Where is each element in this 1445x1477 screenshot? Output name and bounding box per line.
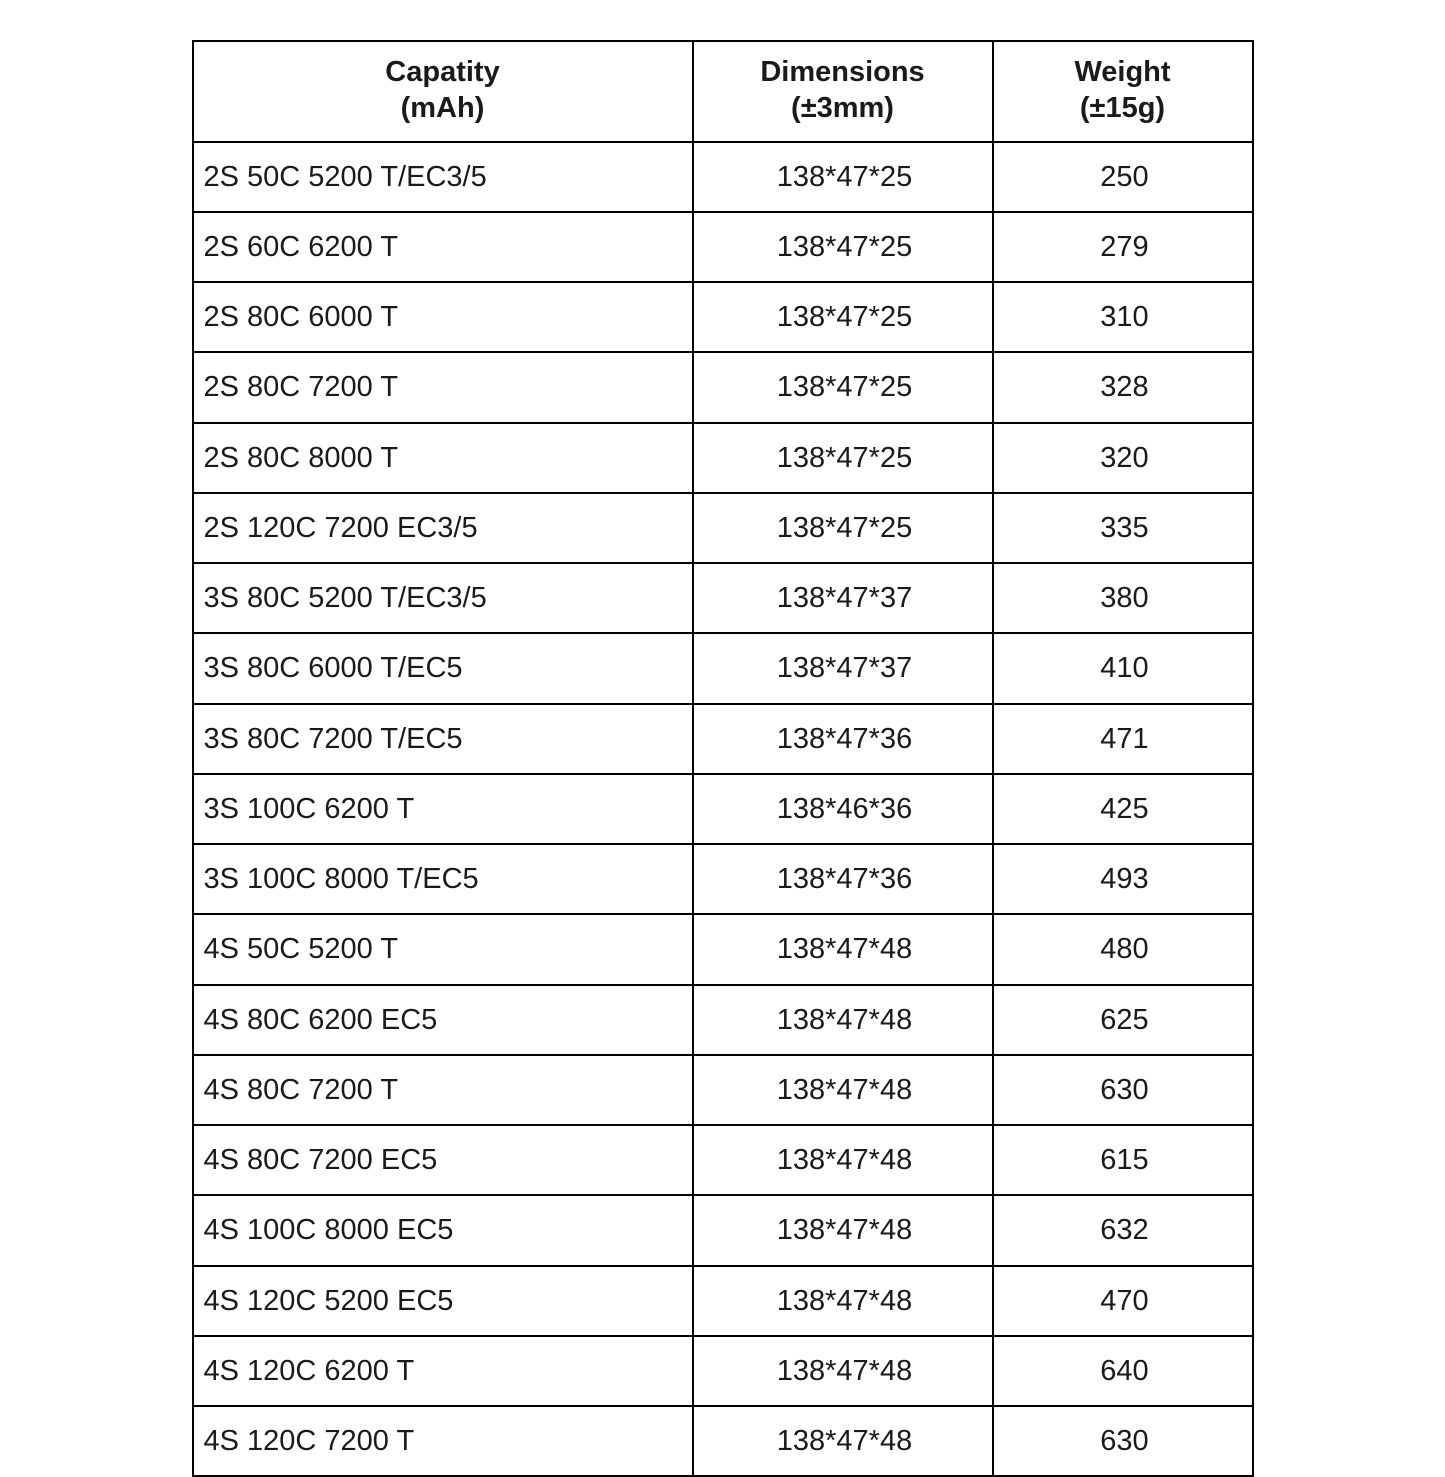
cell-dimensions: 138*47*48: [693, 1055, 993, 1125]
table-header-row: Capatity (mAh) Dimensions (±3mm) Weight …: [193, 41, 1253, 142]
table-row: 3S 80C 6000 T/EC5138*47*37410: [193, 633, 1253, 703]
table-row: 4S 80C 7200 EC5138*47*48615: [193, 1125, 1253, 1195]
cell-dimensions: 138*47*48: [693, 1125, 993, 1195]
table-row: 2S 120C 7200 EC3/5138*47*25335: [193, 493, 1253, 563]
cell-weight: 380: [993, 563, 1253, 633]
cell-dimensions: 138*47*25: [693, 352, 993, 422]
cell-weight: 480: [993, 914, 1253, 984]
cell-dimensions: 138*46*36: [693, 774, 993, 844]
cell-capacity: 3S 100C 8000 T/EC5: [193, 844, 693, 914]
cell-dimensions: 138*47*48: [693, 985, 993, 1055]
cell-capacity: 4S 120C 5200 EC5: [193, 1266, 693, 1336]
col-header-dimensions-line1: Dimensions: [700, 54, 986, 90]
table-row: 4S 100C 8000 EC5138*47*48632: [193, 1195, 1253, 1265]
col-header-weight-line1: Weight: [1000, 54, 1246, 90]
cell-dimensions: 138*47*48: [693, 1266, 993, 1336]
cell-weight: 615: [993, 1125, 1253, 1195]
cell-capacity: 4S 80C 7200 EC5: [193, 1125, 693, 1195]
cell-weight: 493: [993, 844, 1253, 914]
cell-weight: 471: [993, 704, 1253, 774]
cell-capacity: 4S 80C 6200 EC5: [193, 985, 693, 1055]
cell-weight: 425: [993, 774, 1253, 844]
table-row: 3S 80C 7200 T/EC5138*47*36471: [193, 704, 1253, 774]
col-header-capacity-line2: (mAh): [200, 90, 686, 126]
cell-capacity: 2S 80C 6000 T: [193, 282, 693, 352]
table-row: 4S 80C 6200 EC5138*47*48625: [193, 985, 1253, 1055]
table-row: 3S 100C 6200 T138*46*36425: [193, 774, 1253, 844]
table-row: 3S 100C 8000 T/EC5138*47*36493: [193, 844, 1253, 914]
cell-dimensions: 138*47*25: [693, 493, 993, 563]
cell-capacity: 4S 50C 5200 T: [193, 914, 693, 984]
col-header-capacity-line1: Capatity: [200, 54, 686, 90]
cell-capacity: 2S 120C 7200 EC3/5: [193, 493, 693, 563]
cell-capacity: 3S 80C 6000 T/EC5: [193, 633, 693, 703]
col-header-dimensions: Dimensions (±3mm): [693, 41, 993, 142]
cell-weight: 640: [993, 1336, 1253, 1406]
cell-weight: 279: [993, 212, 1253, 282]
table-row: 3S 80C 5200 T/EC3/5138*47*37380: [193, 563, 1253, 633]
cell-dimensions: 138*47*48: [693, 1336, 993, 1406]
cell-weight: 630: [993, 1055, 1253, 1125]
cell-weight: 328: [993, 352, 1253, 422]
table-row: 2S 80C 7200 T138*47*25328: [193, 352, 1253, 422]
table-row: 4S 120C 6200 T138*47*48640: [193, 1336, 1253, 1406]
col-header-dimensions-line2: (±3mm): [700, 90, 986, 126]
cell-dimensions: 138*47*25: [693, 423, 993, 493]
cell-dimensions: 138*47*37: [693, 563, 993, 633]
table-row: 2S 80C 8000 T138*47*25320: [193, 423, 1253, 493]
cell-dimensions: 138*47*48: [693, 1195, 993, 1265]
table-row: 2S 60C 6200 T138*47*25279: [193, 212, 1253, 282]
table-body: 2S 50C 5200 T/EC3/5138*47*252502S 60C 62…: [193, 142, 1253, 1477]
cell-capacity: 4S 120C 7200 T: [193, 1406, 693, 1476]
cell-capacity: 2S 80C 8000 T: [193, 423, 693, 493]
cell-dimensions: 138*47*25: [693, 212, 993, 282]
col-header-weight: Weight (±15g): [993, 41, 1253, 142]
cell-capacity: 4S 120C 6200 T: [193, 1336, 693, 1406]
cell-capacity: 3S 80C 5200 T/EC3/5: [193, 563, 693, 633]
cell-weight: 335: [993, 493, 1253, 563]
cell-dimensions: 138*47*48: [693, 914, 993, 984]
cell-weight: 320: [993, 423, 1253, 493]
cell-capacity: 2S 80C 7200 T: [193, 352, 693, 422]
cell-dimensions: 138*47*36: [693, 844, 993, 914]
cell-dimensions: 138*47*36: [693, 704, 993, 774]
cell-capacity: 3S 100C 6200 T: [193, 774, 693, 844]
cell-weight: 410: [993, 633, 1253, 703]
cell-weight: 250: [993, 142, 1253, 212]
cell-weight: 630: [993, 1406, 1253, 1476]
cell-capacity: 4S 100C 8000 EC5: [193, 1195, 693, 1265]
cell-capacity: 4S 80C 7200 T: [193, 1055, 693, 1125]
cell-capacity: 2S 60C 6200 T: [193, 212, 693, 282]
cell-weight: 625: [993, 985, 1253, 1055]
table-row: 4S 50C 5200 T138*47*48480: [193, 914, 1253, 984]
cell-dimensions: 138*47*25: [693, 142, 993, 212]
cell-dimensions: 138*47*37: [693, 633, 993, 703]
col-header-capacity: Capatity (mAh): [193, 41, 693, 142]
table-row: 2S 80C 6000 T138*47*25310: [193, 282, 1253, 352]
table-row: 4S 120C 5200 EC5138*47*48470: [193, 1266, 1253, 1336]
col-header-weight-line2: (±15g): [1000, 90, 1246, 126]
table-row: 4S 120C 7200 T138*47*48630: [193, 1406, 1253, 1476]
cell-weight: 470: [993, 1266, 1253, 1336]
cell-capacity: 3S 80C 7200 T/EC5: [193, 704, 693, 774]
table-row: 4S 80C 7200 T138*47*48630: [193, 1055, 1253, 1125]
cell-weight: 632: [993, 1195, 1253, 1265]
spec-table: Capatity (mAh) Dimensions (±3mm) Weight …: [192, 40, 1254, 1477]
cell-dimensions: 138*47*48: [693, 1406, 993, 1476]
table-row: 2S 50C 5200 T/EC3/5138*47*25250: [193, 142, 1253, 212]
cell-weight: 310: [993, 282, 1253, 352]
cell-capacity: 2S 50C 5200 T/EC3/5: [193, 142, 693, 212]
cell-dimensions: 138*47*25: [693, 282, 993, 352]
